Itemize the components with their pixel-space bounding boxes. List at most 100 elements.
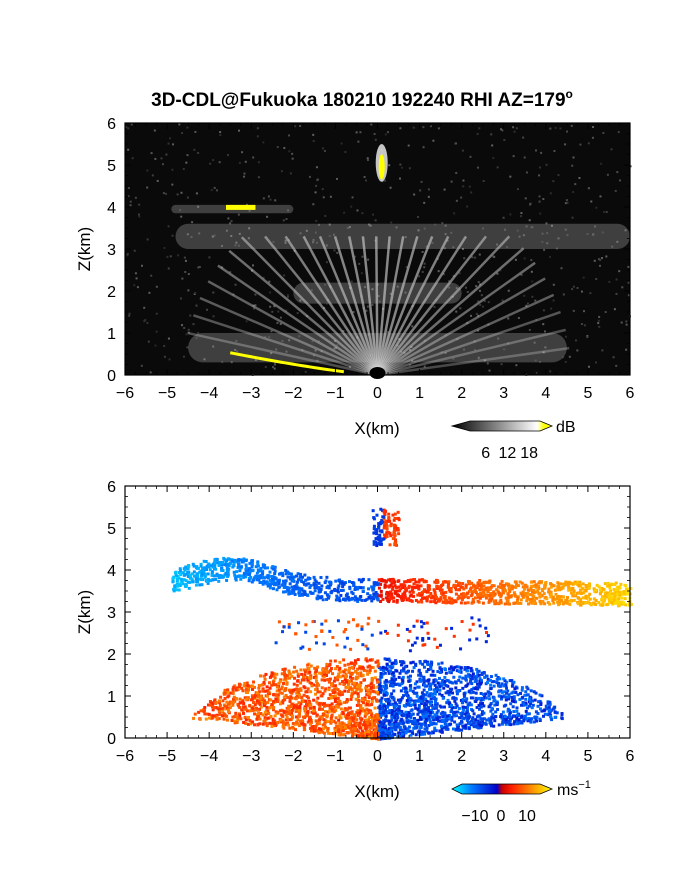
velocity-pixel [490,706,494,710]
velocity-pixel [351,592,355,596]
velocity-pixel [312,709,316,713]
velocity-pixel [545,707,549,711]
velocity-pixel [557,596,561,600]
velocity-pixel [384,708,388,712]
velocity-pixel [373,669,377,673]
velocity-pixel [399,698,403,702]
velocity-pixel [382,684,386,688]
velocity-pixel [271,720,275,724]
velocity-pixel [263,701,267,705]
noise-speck [409,348,412,351]
noise-speck [571,164,574,167]
noise-speck [149,371,152,374]
velocity-pixel [516,719,520,723]
velocity-pixel [515,713,519,717]
velocity-pixel [367,578,371,582]
velocity-pixel [394,661,398,665]
velocity-pixel [206,572,210,576]
velocity-pixel [354,689,358,693]
noise-speck [520,273,523,276]
noise-speck [542,351,545,354]
velocity-pixel [470,719,474,723]
velocity-pixel [360,598,364,602]
velocity-pixel [285,706,289,710]
noise-speck [225,229,228,232]
velocity-pixel [381,732,385,736]
velocity-pixel [409,687,413,691]
velocity-pixel [310,591,314,595]
velocity-pixel [246,690,250,694]
velocity-pixel [529,580,533,584]
radial-beam [375,236,379,376]
noise-speck [444,351,447,354]
noise-speck [269,305,272,308]
velocity-pixel [343,597,347,601]
velocity-pixel [237,558,241,562]
velocity-pixel [199,562,203,566]
velocity-pixel [424,660,428,664]
velocity-pixel [547,709,551,713]
velocity-pixel [379,507,383,511]
velocity-pixel [391,726,395,730]
velocity-pixel [519,703,523,707]
velocity-pixel [559,587,563,591]
velocity-pixel [363,735,367,739]
noise-speck [477,300,480,303]
velocity-pixel [352,584,356,588]
velocity-pixel [467,579,471,583]
velocity-pixel [434,713,438,717]
velocity-pixel [376,664,380,668]
velocity-pixel [401,595,405,599]
velocity-pixel [422,681,426,685]
velocity-pixel [427,682,431,686]
velocity-pixel [418,593,422,597]
velocity-pixel [338,727,342,731]
velocity-pixel [248,561,252,565]
velocity-pixel [244,563,248,567]
velocity-pixel [489,599,493,603]
velocity-pixel [480,696,484,700]
noise-speck [194,291,197,294]
noise-speck [552,180,555,183]
velocity-pixel [411,720,415,724]
velocity-pixel [507,583,511,587]
velocity-pixel [471,690,475,694]
velocity-pixel [542,592,546,596]
velocity-pixel [365,659,369,663]
velocity-pixel [399,719,403,723]
velocity-pixel [406,675,410,679]
reflectivity-x-tick-label: −5 [158,385,176,402]
velocity-pixel [352,729,356,733]
velocity-pixel [533,698,537,702]
velocity-pixel [389,726,393,730]
velocity-pixel [510,695,514,699]
velocity-pixel [622,592,626,596]
velocity-pixel [359,688,363,692]
velocity-pixel [336,676,340,680]
noise-speck [317,340,320,343]
velocity-pixel [269,714,273,718]
velocity-pixel [494,673,498,677]
velocity-pixel [597,601,601,605]
velocity-pixel [297,693,301,697]
velocity-pixel [266,716,270,720]
velocity-pixel [429,713,433,717]
noise-speck [460,196,463,199]
velocity-pixel [282,726,286,730]
velocity-pixel [420,578,424,582]
radial-beam [264,235,379,376]
velocity-pixel [470,590,474,594]
velocity-pixel [417,669,421,673]
velocity-pixel [325,669,329,673]
velocity-pixel [382,720,386,724]
velocity-pixel [422,709,426,713]
noise-speck [212,345,215,348]
noise-speck [361,255,364,258]
velocity-pixel [427,724,431,728]
noise-speck [549,370,552,373]
velocity-pixel [365,702,369,706]
noise-speck [264,335,267,338]
velocity-pixel [493,703,497,707]
velocity-pixel [244,707,248,711]
velocity-pixel [211,565,215,569]
